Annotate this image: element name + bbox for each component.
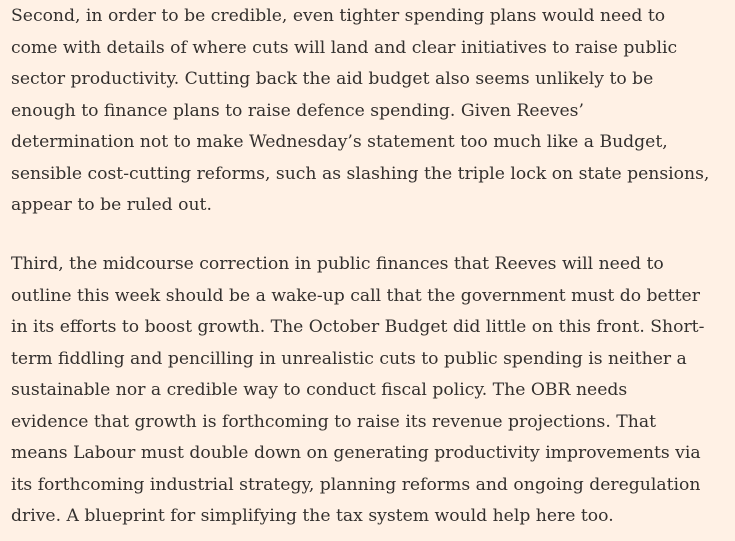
paragraph-line: evidence that growth is forthcoming to r…	[11, 411, 656, 432]
paragraph-line: term fiddling and pencilling in unrealis…	[11, 348, 687, 369]
paragraph-line: Second, in order to be credible, even ti…	[11, 6, 666, 26]
paragraph: Third, the midcourse correction in publi…	[11, 249, 704, 533]
paragraph-line: sustainable nor a credible way to conduc…	[11, 380, 628, 400]
paragraph-line: sensible cost-cutting reforms, such as s…	[11, 163, 710, 184]
paragraph-line: drive. A blueprint for simplifying the t…	[11, 506, 614, 526]
paragraph-line: outline this week should be a wake-up ca…	[11, 285, 700, 306]
paragraph: Second, in order to be credible, even ti…	[11, 1, 709, 222]
paragraph-line: appear to be ruled out.	[11, 195, 212, 215]
paragraph-line: determination not to make Wednesday’s st…	[11, 132, 668, 152]
paragraph-line: enough to finance plans to raise defence…	[11, 100, 584, 121]
paragraph-line: Third, the midcourse correction in publi…	[11, 254, 664, 274]
paragraph-line: come with details of where cuts will lan…	[11, 37, 678, 58]
paragraph-line: means Labour must double down on generat…	[11, 443, 701, 463]
paragraph-line: in its efforts to boost growth. The Octo…	[11, 317, 705, 337]
paragraph-line: sector productivity. Cutting back the ai…	[11, 69, 654, 89]
paragraph-line: its forthcoming industrial strategy, pla…	[11, 474, 701, 495]
